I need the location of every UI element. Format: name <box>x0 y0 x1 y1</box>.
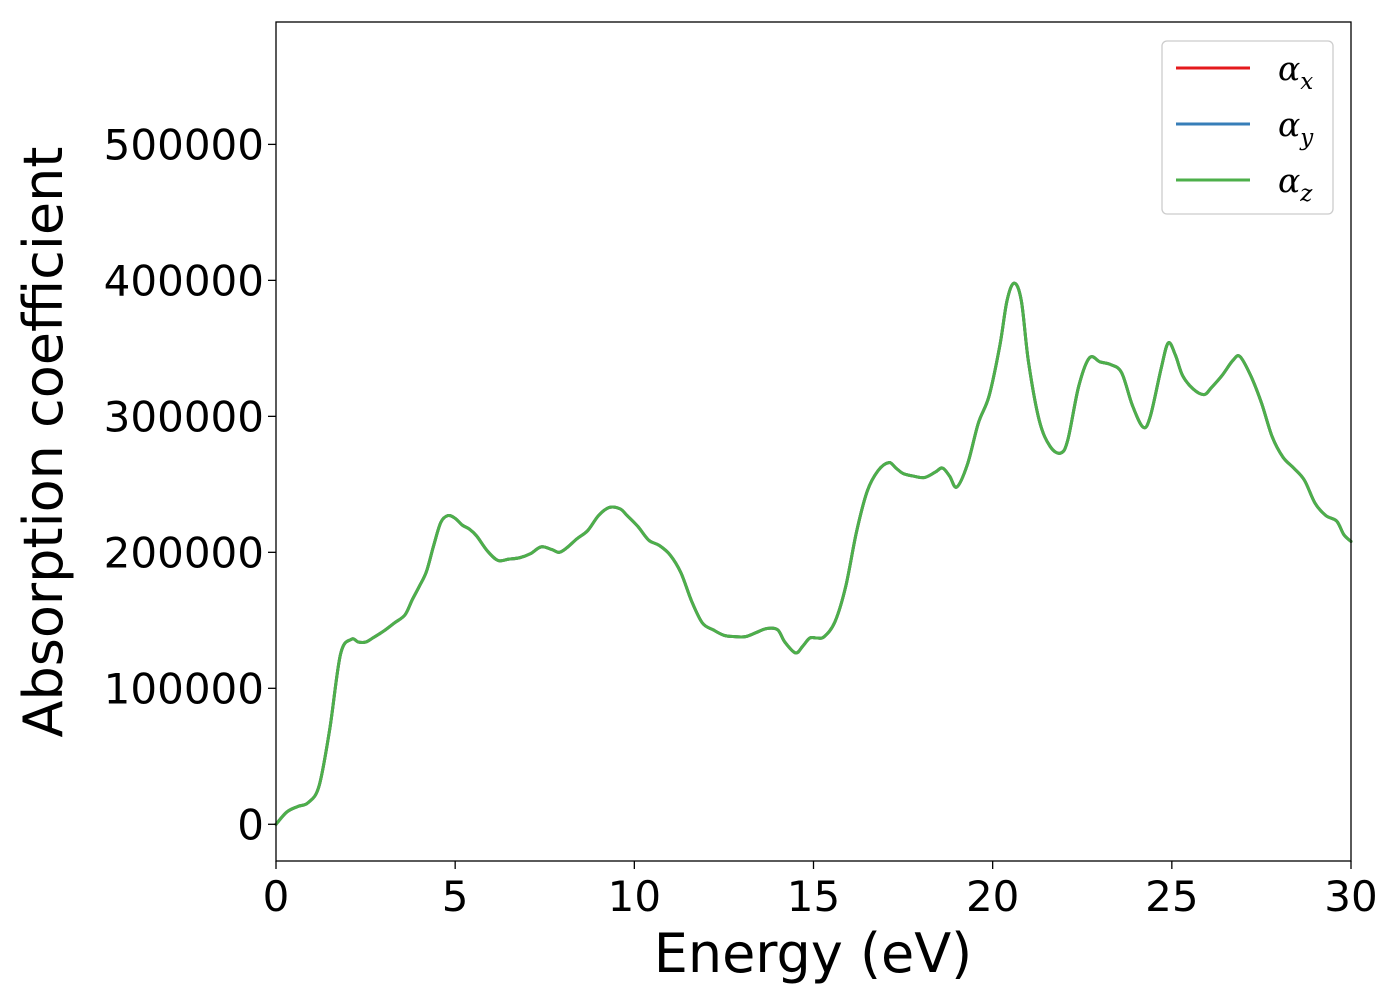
series-line-1 <box>274 281 1353 826</box>
legend-box <box>1161 40 1334 215</box>
y-axis-title: Absorption coefficient <box>12 147 75 738</box>
x-tick-label: 30 <box>1324 872 1377 921</box>
series-line-3 <box>274 281 1353 826</box>
x-axis-title: Energy (eV) <box>654 922 973 985</box>
x-tick-label: 25 <box>1145 872 1198 921</box>
x-tick-label: 20 <box>966 872 1019 921</box>
y-tick-label: 300000 <box>104 392 264 441</box>
x-axis: 0 5 10 15 20 25 30 <box>263 861 1378 921</box>
x-tick-label: 15 <box>787 872 840 921</box>
y-tick-label: 0 <box>237 800 264 849</box>
x-tick-label: 5 <box>442 872 469 921</box>
y-tick-label: 500000 <box>104 120 264 169</box>
x-tick-label: 10 <box>608 872 661 921</box>
x-tick-label: 0 <box>263 872 290 921</box>
series-line-2 <box>274 281 1353 826</box>
y-tick-label: 400000 <box>104 256 264 305</box>
series-layer <box>274 281 1353 826</box>
legend-label-z: αz <box>1278 161 1313 207</box>
y-tick-label: 100000 <box>104 664 264 713</box>
y-axis: 0 100000 200000 300000 400000 500000 <box>104 120 276 849</box>
y-tick-label: 200000 <box>104 528 264 577</box>
